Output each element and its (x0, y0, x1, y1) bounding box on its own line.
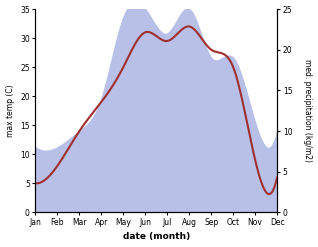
Y-axis label: med. precipitation (kg/m2): med. precipitation (kg/m2) (303, 59, 313, 162)
Y-axis label: max temp (C): max temp (C) (5, 84, 15, 137)
X-axis label: date (month): date (month) (123, 232, 190, 242)
